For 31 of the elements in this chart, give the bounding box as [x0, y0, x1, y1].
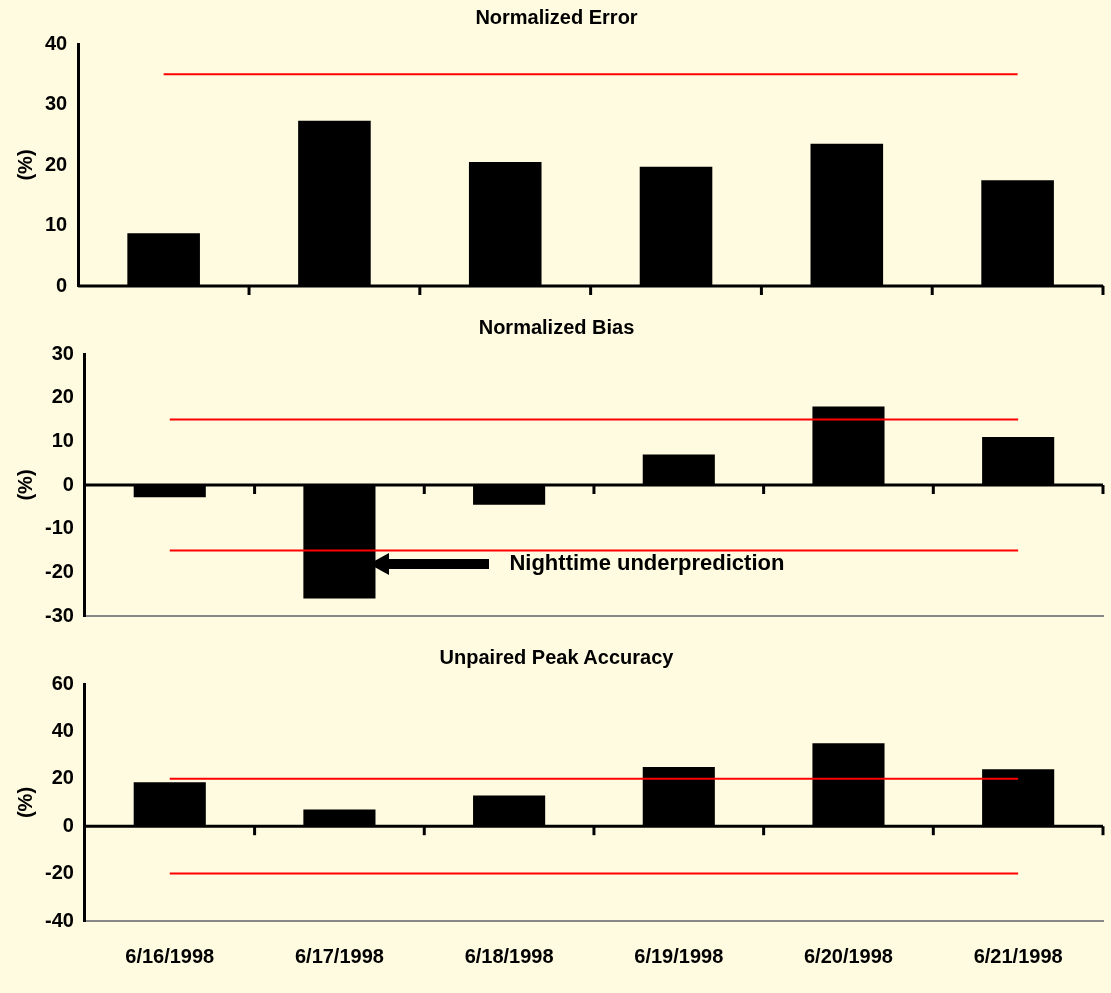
chart-title: Unpaired Peak Accuracy: [439, 645, 675, 668]
x-tick-label: 6/18/1998: [464, 944, 554, 967]
y-tick-label: 0: [62, 472, 74, 495]
y-tick-label: -20: [45, 861, 74, 884]
y-tick-label: 60: [51, 671, 74, 694]
chart-title: Normalized Bias: [478, 315, 635, 338]
y-tick-label: -30: [45, 603, 74, 626]
annotation: Nighttime underprediction: [509, 549, 785, 576]
y-axis-title: (%): [13, 469, 36, 501]
y-tick-label: -10: [45, 516, 74, 539]
x-tick-label: 6/20/1998: [803, 944, 893, 967]
chart-title: Normalized Error: [475, 5, 638, 28]
y-axis-title: (%): [13, 149, 36, 181]
x-tick-label: 6/21/1998: [973, 944, 1063, 967]
y-tick-label: 0: [56, 273, 68, 296]
y-tick-label: 40: [45, 31, 68, 54]
x-tick-label: 6/19/1998: [634, 944, 724, 967]
y-tick-label: 30: [51, 341, 74, 364]
y-tick-label: -40: [45, 908, 74, 931]
y-tick-label: 20: [45, 152, 68, 175]
x-tick-label: 6/16/1998: [125, 944, 215, 967]
y-tick-label: 20: [51, 766, 74, 789]
y-tick-label: 10: [45, 213, 68, 236]
y-tick-label: 0: [62, 813, 74, 836]
y-tick-label: 20: [51, 385, 74, 408]
y-tick-label: 40: [51, 718, 74, 741]
y-tick-label: -20: [45, 559, 74, 582]
y-tick-label: 10: [51, 428, 74, 451]
x-tick-label: 6/17/1998: [294, 944, 384, 967]
y-tick-label: 30: [45, 92, 68, 115]
y-axis-title: (%): [13, 786, 36, 819]
